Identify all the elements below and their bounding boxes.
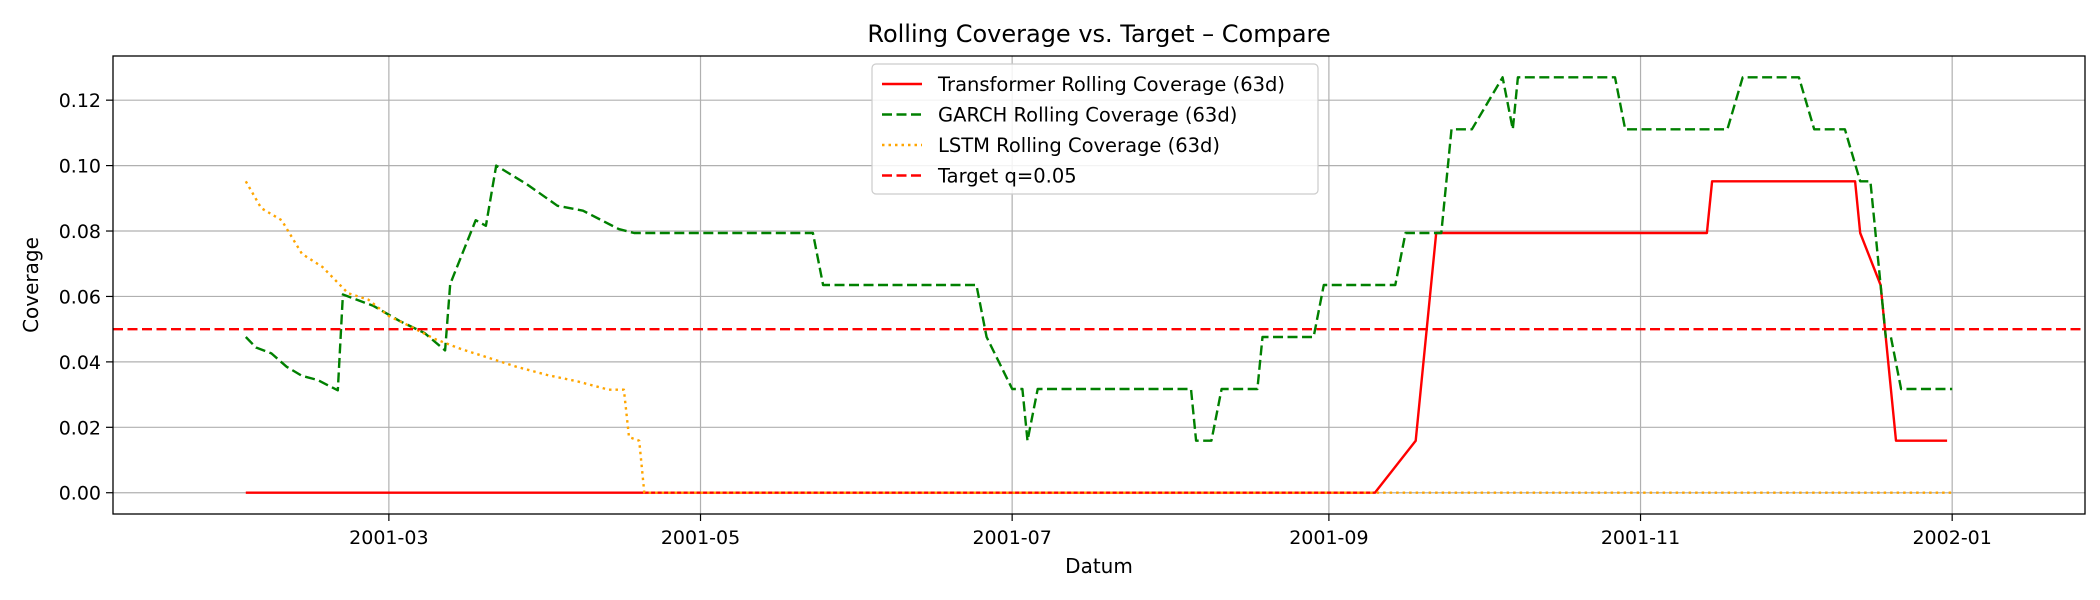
chart-title: Rolling Coverage vs. Target – Compare [867,20,1330,48]
legend-label: GARCH Rolling Coverage (63d) [938,104,1237,127]
x-axis-label: Datum [1065,554,1133,578]
x-tick-label: 2002-01 [1912,527,1991,549]
legend-label: Target q=0.05 [937,165,1077,188]
plot-frame [112,55,2086,515]
y-tick-label: 0.06 [59,286,101,308]
series-line-2 [244,180,1953,494]
x-tick-label: 2001-09 [1289,527,1368,549]
x-axis: 2001-03 2001-05 2001-07 2001-09 2001-11 2002-… [349,514,1992,549]
x-tick-label: 2001-07 [972,527,1051,549]
legend-label: Transformer Rolling Coverage (63d) [937,73,1285,96]
x-tick-label: 2001-03 [349,527,428,549]
y-tick-label: 0.08 [59,221,101,243]
series-line-0 [245,180,1948,494]
x-tick-label: 2001-05 [661,527,740,549]
plot-area [113,76,2085,494]
series-line-1 [244,76,1953,442]
y-tick-label: 0.00 [59,483,101,505]
y-tick-label: 0.10 [59,156,101,178]
legend-label: LSTM Rolling Coverage (63d) [938,134,1220,157]
y-axis-label: Coverage [19,237,43,333]
legend: Transformer Rolling Coverage (63d) GARCH … [871,63,1319,195]
legend-box [871,63,1319,195]
x-tick-label: 2001-11 [1601,527,1680,549]
y-tick-label: 0.04 [59,352,101,374]
y-tick-label: 0.12 [59,90,101,112]
y-axis: 0.00 0.02 0.04 0.06 0.08 0.10 0.12 [59,90,113,505]
y-tick-label: 0.02 [59,417,101,439]
